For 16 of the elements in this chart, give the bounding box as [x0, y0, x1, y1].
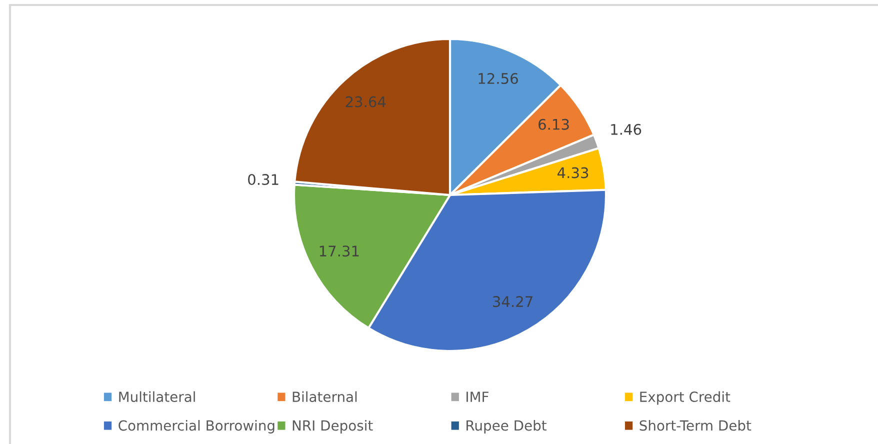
legend-label: NRI Deposit [292, 420, 373, 434]
data-label: 4.33 [558, 167, 588, 178]
legend-label: Commercial Borrowing [118, 420, 274, 434]
data-label: 17.31 [320, 246, 359, 257]
legend-label: IMF [466, 392, 488, 402]
data-label: 0.31 [248, 174, 278, 186]
data-label: 34.27 [493, 296, 532, 308]
legend-label: Export Credit [640, 391, 730, 405]
legend-label: Short-Term Debt [640, 420, 752, 431]
legend-label: Multilateral [119, 391, 195, 402]
data-label: 12.56 [478, 72, 518, 84]
data-label: 6.13 [538, 118, 569, 130]
data-label: 1.46 [611, 124, 642, 135]
legend-label: Bilaternal [292, 391, 357, 402]
legend-label: Rupee Debt [466, 420, 546, 434]
data-label: 23.64 [346, 96, 386, 108]
